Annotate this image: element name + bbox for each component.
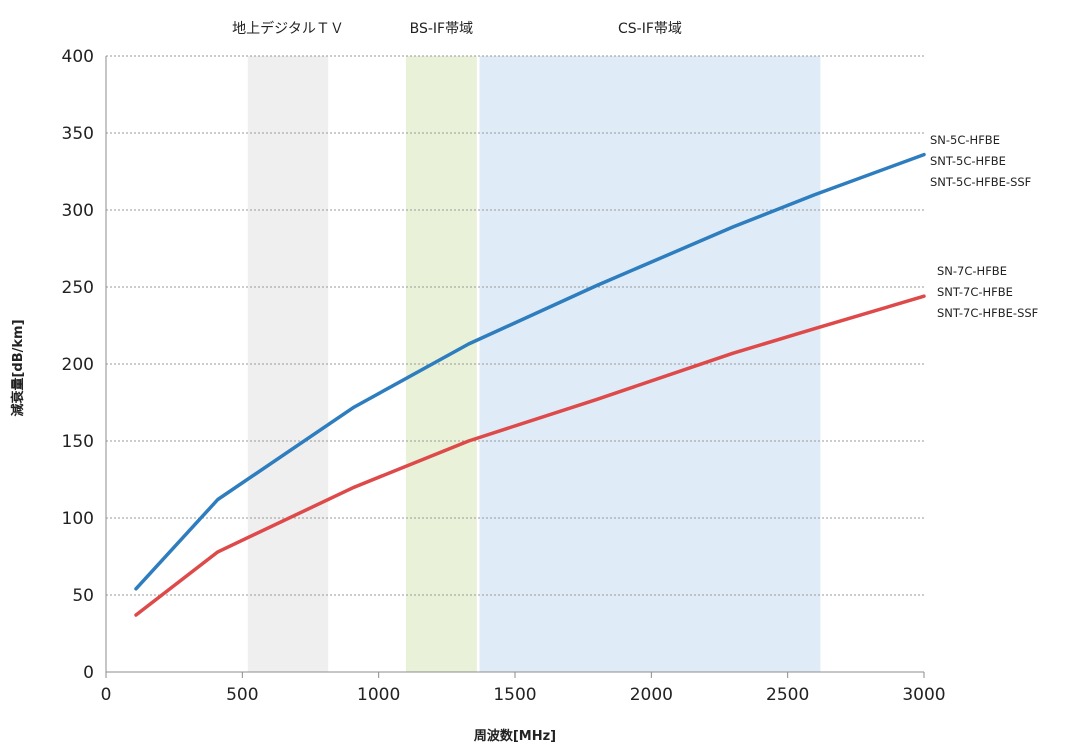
y-tick-label-100: 100: [62, 509, 94, 529]
series-label-0-0: SN-5C-HFBE: [930, 133, 1000, 147]
x-tick-label-0: 0: [101, 685, 112, 705]
series-label-1-2: SNT-7C-HFBE-SSF: [937, 306, 1038, 320]
x-tick-label-2000: 2000: [630, 685, 673, 705]
series-label-1-1: SNT-7C-HFBE: [937, 285, 1013, 299]
series-label-0-2: SNT-5C-HFBE-SSF: [930, 175, 1031, 189]
band-label-2: CS-IF帯域: [618, 21, 682, 37]
y-tick-label-350: 350: [62, 124, 94, 144]
series-lines: [134, 152, 926, 617]
x-tick-label-3000: 3000: [902, 685, 945, 705]
y-tick-label-50: 50: [72, 586, 94, 606]
y-axis-title: 減衰量[dB/km]: [10, 319, 26, 416]
chart-labels: 地上デジタルＴＶ BS-IF帯域 CS-IF帯域 0 50 100 150 200 250 300…: [62, 20, 1039, 705]
band-label-0: 地上デジタルＴＶ: [232, 20, 344, 37]
y-tick-label-300: 300: [62, 201, 94, 221]
x-tick-label-500: 500: [226, 685, 258, 705]
grid-lines: [106, 55, 924, 596]
y-tick-label-250: 250: [62, 278, 94, 298]
series-label-0-1: SNT-5C-HFBE: [930, 154, 1006, 168]
series-label-1-0: SN-7C-HFBE: [937, 264, 1007, 278]
axes: [105, 56, 925, 678]
band-label-1: BS-IF帯域: [410, 21, 473, 37]
series-line-0: [134, 152, 926, 591]
x-tick-label-1000: 1000: [357, 685, 400, 705]
series-line-1: [134, 294, 926, 617]
x-axis-title: 周波数[MHz]: [474, 728, 556, 744]
x-tick-label-2500: 2500: [766, 685, 809, 705]
x-tick-label-1500: 1500: [493, 685, 536, 705]
band-1: [405, 56, 477, 672]
y-tick-label-200: 200: [62, 355, 94, 375]
y-tick-label-0: 0: [83, 663, 94, 683]
y-tick-label-150: 150: [62, 432, 94, 452]
y-tick-label-400: 400: [62, 47, 94, 67]
